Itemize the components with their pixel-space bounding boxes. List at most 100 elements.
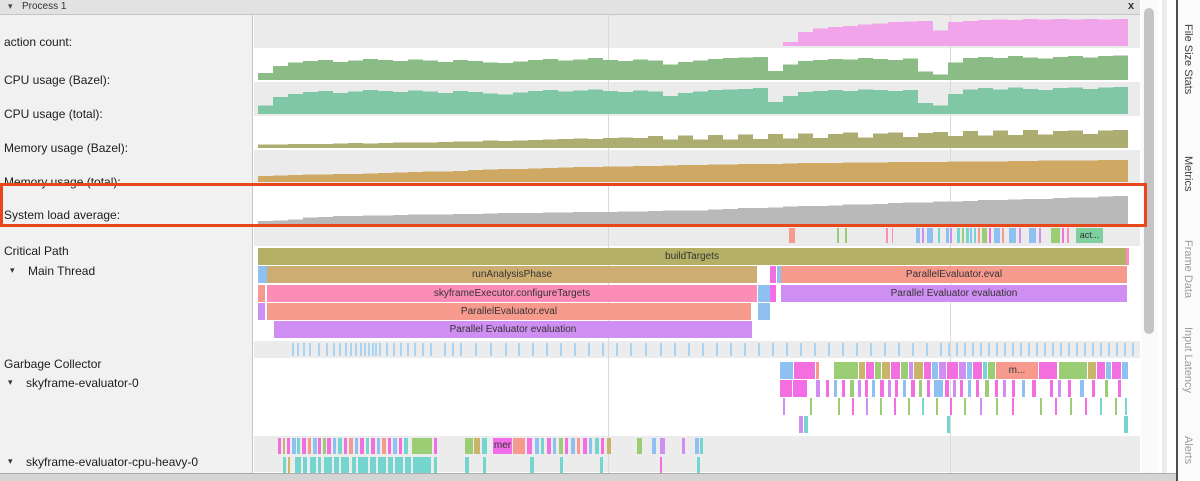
gc-tick[interactable] [1012,343,1014,356]
trace-slice[interactable] [964,398,966,415]
memory-usage-bazel--chart[interactable] [258,120,1128,148]
gc-tick[interactable] [674,343,676,356]
trace-slice[interactable] [1003,380,1006,397]
gc-tick[interactable] [475,343,477,356]
trace-slice[interactable] [770,285,776,302]
trace-slice[interactable] [310,457,316,473]
trace-slice[interactable] [258,303,265,320]
trace-slice[interactable] [682,438,685,454]
trace-slice[interactable] [474,438,480,454]
critical-path-slice[interactable] [950,228,952,243]
gc-tick[interactable] [379,343,381,356]
trace-slice[interactable] [1050,380,1053,397]
trace-slice[interactable]: buildTargets [258,248,1126,265]
trace-slice[interactable] [758,303,770,320]
trace-slice[interactable] [960,380,963,397]
trace-slice[interactable] [660,438,665,454]
critical-path-slice[interactable] [1019,228,1021,243]
trace-slice[interactable] [358,457,368,473]
trace-slice[interactable] [838,398,840,415]
gc-tick[interactable] [1076,343,1078,356]
gc-tick[interactable] [1036,343,1038,356]
gc-tick[interactable] [884,343,886,356]
critical-path-slice[interactable] [837,228,839,243]
gc-tick[interactable] [364,343,366,356]
trace-slice[interactable] [973,362,982,379]
trace-slice[interactable] [939,362,946,379]
critical-path-slice[interactable] [1009,228,1016,243]
collapse-triangle-icon[interactable]: ▾ [8,377,13,387]
gc-tick[interactable] [303,343,305,356]
trace-slice[interactable]: mer [493,438,512,454]
gc-tick[interactable] [560,343,562,356]
collapse-triangle-icon[interactable]: ▾ [10,265,15,275]
trace-slice[interactable] [985,380,989,397]
collapse-triangle-icon[interactable]: ▾ [8,1,13,11]
trace-slice[interactable] [1106,362,1111,379]
trace-slice[interactable] [891,362,900,379]
critical-path-slice[interactable] [886,228,888,243]
gc-tick[interactable] [716,343,718,356]
trace-slice[interactable] [1092,380,1095,397]
trace-slice[interactable] [559,438,563,454]
trace-slice[interactable] [1055,398,1057,415]
trace-slice[interactable] [405,457,411,473]
trace-slice[interactable] [880,380,884,397]
trace-slice[interactable] [1068,380,1071,397]
trace-slice[interactable] [600,457,603,473]
trace-slice[interactable] [697,457,700,473]
gc-tick[interactable] [972,343,974,356]
trace-slice[interactable] [1058,380,1061,397]
gc-tick[interactable] [546,343,548,356]
critical-path-slice[interactable] [892,228,893,243]
trace-slice[interactable] [287,438,290,454]
trace-slice[interactable] [804,416,808,433]
vertical-scrollbar[interactable] [1141,0,1158,473]
cpu-usage-bazel--chart[interactable] [258,52,1128,80]
trace-slice[interactable] [872,380,875,397]
trace-slice[interactable] [278,438,281,454]
trace-slice[interactable] [341,457,349,473]
trace-slice[interactable] [434,438,437,454]
trace-slice[interactable] [880,398,882,415]
trace-slice[interactable] [834,380,837,397]
horizontal-scrollbar[interactable] [0,473,1176,481]
gc-tick[interactable] [744,343,746,356]
trace-slice[interactable] [1012,398,1014,415]
trace-slice[interactable] [377,438,380,454]
trace-slice[interactable] [950,398,952,415]
gc-tick[interactable] [1092,343,1094,356]
trace-slice[interactable] [927,380,930,397]
trace-slice[interactable] [560,457,563,473]
trace-slice[interactable] [327,438,331,454]
trace-slice[interactable] [530,457,534,473]
critical-path-slice[interactable] [978,228,980,243]
trace-slice[interactable]: Parallel Evaluator evaluation [781,285,1127,302]
gc-tick[interactable] [350,343,352,356]
critical-path-slice[interactable] [789,228,795,243]
trace-slice[interactable] [1124,416,1128,433]
timeline-canvas[interactable]: act... buildTargets runAnalysisPhase Parall… [0,0,1141,473]
trace-slice[interactable] [465,457,469,473]
trace-slice[interactable] [1012,380,1015,397]
system-load-average-chart[interactable] [258,188,1128,224]
trace-slice[interactable] [850,380,854,397]
trace-slice[interactable] [945,380,949,397]
gc-tick[interactable] [856,343,858,356]
gc-tick[interactable] [730,343,732,356]
trace-slice[interactable]: runAnalysisPhase [267,266,757,283]
gc-tick[interactable] [1060,343,1062,356]
trace-slice[interactable] [875,362,881,379]
critical-path-slice[interactable] [962,228,964,243]
trace-slice[interactable] [607,438,611,454]
gc-tick[interactable] [1108,343,1110,356]
trace-slice[interactable] [1097,362,1105,379]
trace-slice[interactable] [934,380,943,397]
gc-tick[interactable] [980,343,982,356]
critical-path-slice[interactable] [974,228,976,243]
critical-path-slice[interactable] [989,228,991,243]
side-tab-alerts[interactable]: Alerts [1182,436,1194,465]
critical-path-slice[interactable] [982,228,987,243]
gc-tick[interactable] [772,343,774,356]
trace-slice[interactable] [404,438,408,454]
